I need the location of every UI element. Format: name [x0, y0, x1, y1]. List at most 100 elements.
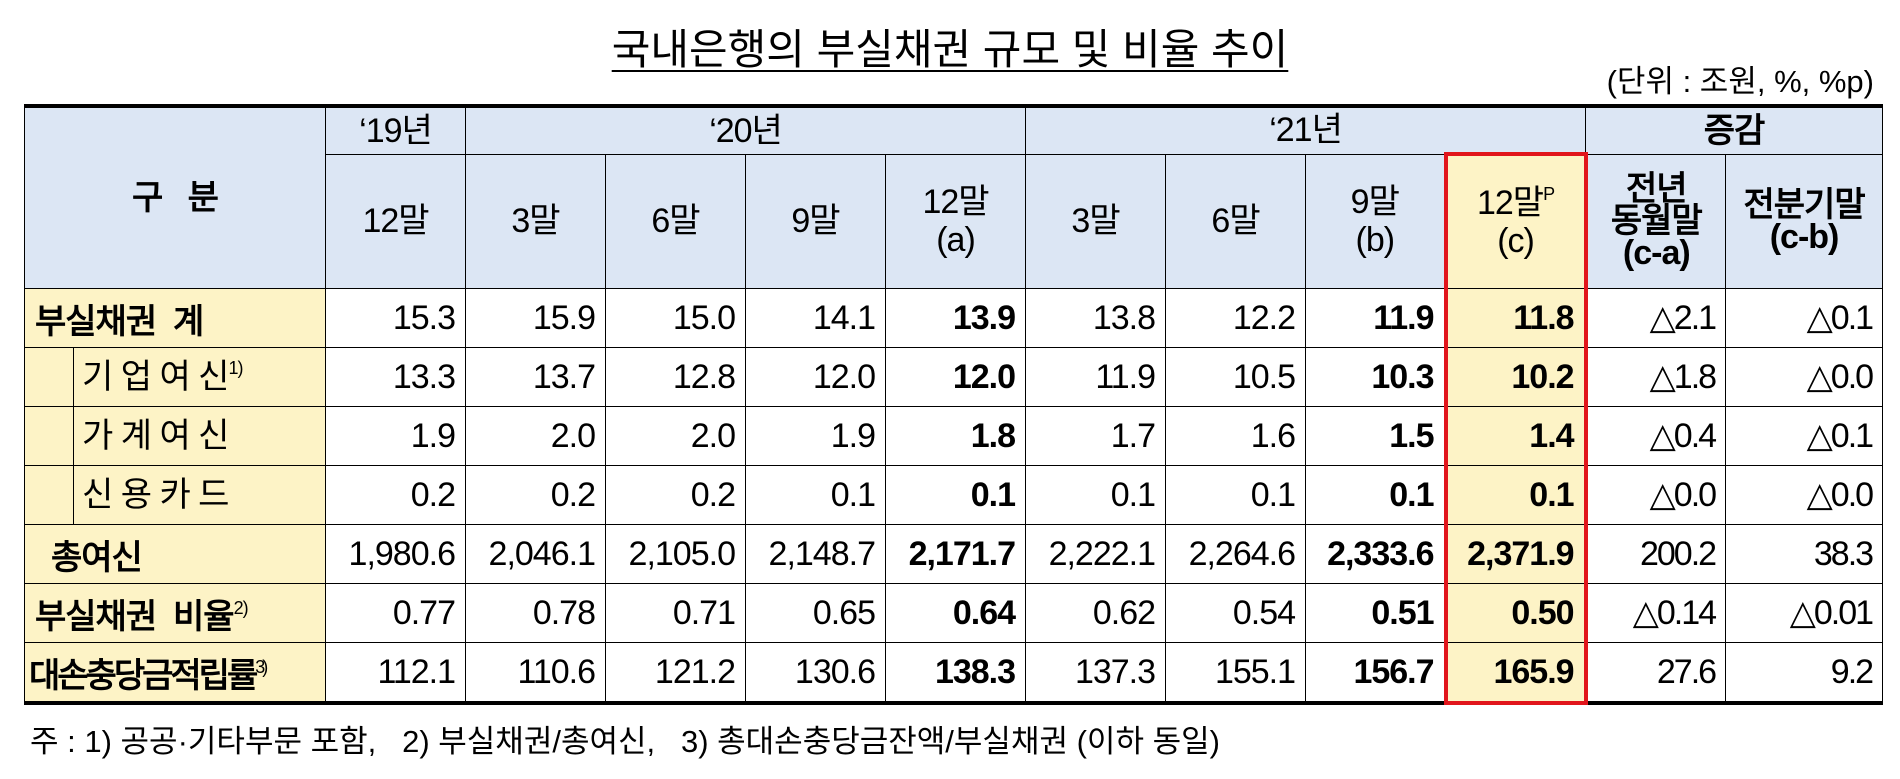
value-cell: 0.1	[884, 465, 1027, 525]
header-line: 6말	[1166, 202, 1305, 240]
row-label-text: 기 업 여 신	[82, 358, 229, 396]
value-cell: 1.8	[884, 406, 1027, 466]
header-text: (c-a)	[1622, 234, 1691, 273]
header-line: 전분기말	[1726, 188, 1882, 222]
row-note: 2)	[233, 597, 249, 618]
header-line: 9말	[1306, 183, 1444, 221]
header-line: 12말	[326, 202, 465, 240]
value-cell: 2,371.9	[1443, 524, 1588, 584]
value-cell: 13.9	[884, 288, 1027, 348]
header-text: 동월말	[1610, 202, 1703, 241]
value-cell: 0.1	[1305, 465, 1447, 525]
header-text: 9말	[791, 202, 840, 241]
value-cell: 137.3	[1025, 642, 1167, 704]
value-cell: 1,980.6	[325, 524, 466, 584]
row-label-text: 신 용 카 드	[82, 476, 229, 514]
header-sup: P	[1543, 184, 1555, 204]
row-label-inner: 신 용 카 드	[73, 466, 325, 524]
row-label: 부실채권 계	[24, 288, 326, 348]
header-text: 9말	[1350, 183, 1400, 222]
column-header: 전분기말 (c-b)	[1725, 153, 1884, 289]
header-text: (c)	[1497, 222, 1535, 260]
value-cell: 12.2	[1165, 288, 1307, 348]
data-row: 부실채권 계 15.3 15.9 15.0 14.1 13.9 13.8 12.2 11.9 11…	[24, 288, 1884, 348]
value-cell: 11.9	[1025, 347, 1167, 407]
value-cell: 155.1	[1165, 642, 1307, 704]
row-label: 대손충당금적립률3)	[24, 642, 326, 704]
group-header: ‘20년	[464, 105, 1027, 155]
column-header: 12말P (c)	[1443, 152, 1588, 289]
header-line: 12말	[886, 183, 1025, 221]
value-cell: 0.65	[745, 583, 886, 643]
value-cell: △0.1	[1725, 288, 1884, 348]
column-header: 3말	[465, 153, 606, 289]
value-cell: 13.8	[1025, 288, 1167, 348]
header-line: 3말	[1026, 202, 1165, 240]
column-header: 6말	[1165, 153, 1307, 289]
data-row: 대손충당금적립률3) 112.1 110.6 121.2 130.6 138.3 137.3…	[24, 642, 1884, 705]
header-text: 3말	[511, 202, 560, 241]
value-cell: 1.5	[1305, 406, 1447, 466]
title: 국내은행의 부실채권 규모 및 비율 추이	[611, 26, 1289, 73]
value-cell: 15.9	[465, 288, 606, 348]
row-label-text: 대손충당금적립률	[29, 656, 258, 695]
header-text: 12말	[922, 183, 989, 222]
value-cell: △2.1	[1585, 288, 1727, 348]
value-cell: △0.0	[1725, 347, 1884, 407]
row-label: 가 계 여 신	[24, 406, 326, 466]
value-cell: 15.3	[325, 288, 466, 348]
value-cell: 2,148.7	[745, 524, 886, 584]
value-cell: 2.0	[465, 406, 606, 466]
value-cell: 13.3	[325, 347, 466, 407]
value-cell: 0.1	[745, 465, 886, 525]
value-cell: 9.2	[1725, 642, 1884, 704]
value-cell: 110.6	[465, 642, 606, 704]
row-label-inner: 가 계 여 신	[73, 407, 325, 465]
data-row: 부실채권 비율2) 0.77 0.78 0.71 0.65 0.64 0.62 0.54 0.5…	[24, 583, 1884, 643]
header-line: (b)	[1306, 221, 1444, 259]
corner-header: 구 분	[24, 105, 326, 289]
header-row: 구 분 ‘19년 ‘20년 ‘21년 증감	[24, 105, 1884, 289]
value-cell: △0.0	[1585, 465, 1727, 525]
header-line: (c-b)	[1726, 218, 1882, 257]
row-note: 1)	[228, 358, 243, 378]
header-text: (c-b)	[1769, 218, 1840, 257]
value-cell: 2.0	[605, 406, 746, 466]
header-text: 6말	[1211, 202, 1260, 241]
value-cell: 10.5	[1165, 347, 1307, 407]
value-cell: 0.2	[325, 465, 466, 525]
value-cell: 112.1	[325, 642, 466, 704]
header-text: 6말	[651, 202, 700, 241]
value-cell: 38.3	[1725, 524, 1884, 584]
value-cell: 2,171.7	[884, 524, 1027, 584]
table-body: 구 분 ‘19년 ‘20년 ‘21년 증감 12말 3말 6말 9말 12말 (a) 3말 6말 9말 (b…	[24, 105, 1884, 705]
row-label-text: 가 계 여 신	[82, 417, 229, 455]
value-cell: 165.9	[1443, 642, 1588, 705]
row-label: 부실채권 비율2)	[24, 583, 326, 643]
value-cell: 2,222.1	[1025, 524, 1167, 584]
value-cell: 0.64	[884, 583, 1027, 643]
value-cell: 12.0	[745, 347, 886, 407]
value-cell: 15.0	[605, 288, 746, 348]
value-cell: △0.4	[1585, 406, 1727, 466]
header-text: 12말	[362, 202, 429, 241]
value-cell: 138.3	[884, 642, 1027, 704]
header-line: (c)	[1448, 222, 1584, 260]
value-cell: 0.1	[1443, 465, 1588, 525]
value-cell: 12.0	[884, 347, 1027, 407]
column-header: 9말	[745, 153, 886, 289]
value-cell: 0.78	[465, 583, 606, 643]
column-header: 12말	[325, 153, 466, 289]
header-text: (b)	[1355, 221, 1396, 260]
value-cell: 0.62	[1025, 583, 1167, 643]
value-cell: 11.8	[1443, 288, 1588, 348]
row-label: 신 용 카 드	[24, 465, 326, 525]
header-text: 12말	[1476, 184, 1544, 222]
group-header: ‘21년	[1025, 105, 1587, 155]
value-cell: 13.7	[465, 347, 606, 407]
value-cell: 0.51	[1305, 583, 1447, 643]
value-cell: 0.2	[605, 465, 746, 525]
column-header: 전년 동월말 (c-a)	[1585, 153, 1727, 289]
value-cell: 27.6	[1585, 642, 1727, 704]
value-cell: 1.9	[325, 406, 466, 466]
